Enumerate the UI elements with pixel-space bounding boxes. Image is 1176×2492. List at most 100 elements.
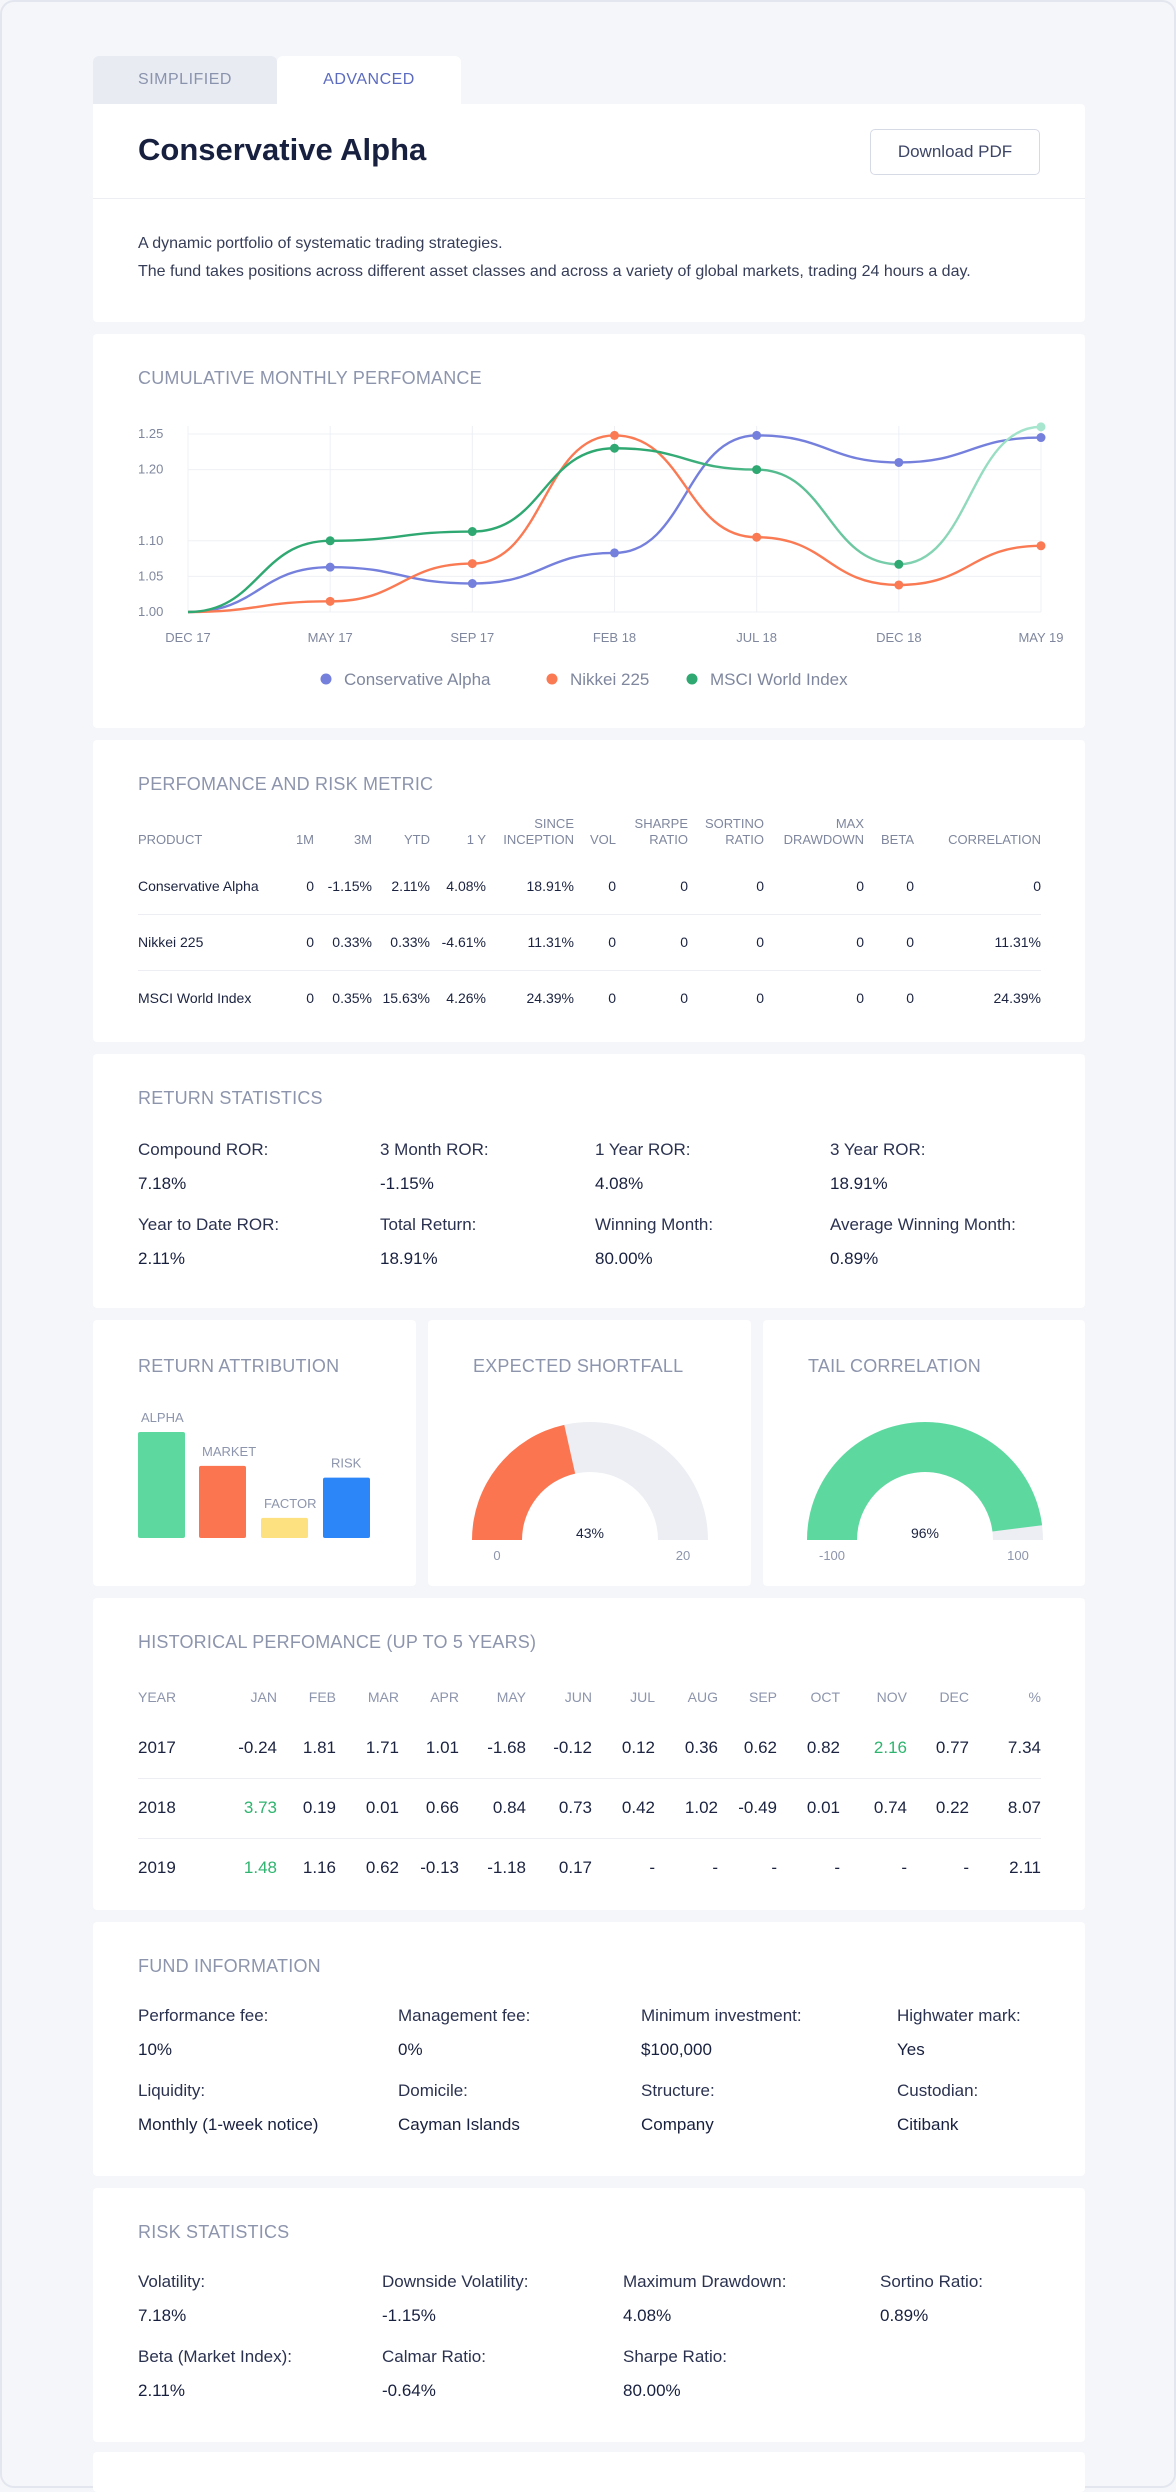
description-line: The fund takes positions across differen… <box>138 263 971 280</box>
expected-shortfall-card: EXPECTED SHORTFALL 43% 0 20 <box>428 1320 751 1586</box>
legend-label: MSCI World Index <box>710 670 848 689</box>
column-header: SEP <box>748 1689 777 1705</box>
info-value: Citibank <box>897 2115 959 2134</box>
table-cell: - <box>963 1858 969 1878</box>
column-header[interactable]: 1M <box>295 832 314 847</box>
table-cell: 0 <box>864 858 914 915</box>
table-cell: -0.24 <box>198 1718 277 1779</box>
table-cell: 1.48 <box>243 1858 277 1878</box>
history-header-row: YEAR JAN FEB MAR APR MAY JUN JUL AUG SEP OCT NOV DEC… <box>138 1676 1041 1718</box>
column-header[interactable]: MAX DRAWDOWN <box>783 816 864 847</box>
stat-value: 18.91% <box>830 1174 888 1193</box>
table-cell: 0 <box>306 990 314 1007</box>
download-pdf-button[interactable]: Download PDF <box>870 129 1040 175</box>
table-cell: -0.49 <box>718 1778 777 1839</box>
bar-label: MARKET <box>202 1444 256 1459</box>
performance-table: PRODUCT 1M 3M YTD 1 Y SINCE INCEPTION VOL SHARPE… <box>138 810 1041 1026</box>
data-point <box>325 596 335 606</box>
column-header[interactable]: YTD <box>404 832 430 847</box>
table-cell: 0.74 <box>840 1778 907 1839</box>
history-body: 2017 -0.24 1.81 1.71 1.01 -1.68 -0.12 0.12 0.36 0… <box>138 1718 1041 1898</box>
column-header[interactable]: 3M <box>353 832 372 847</box>
stat-label: Compound ROR: <box>138 1140 269 1159</box>
table-row[interactable]: Nikkei 225 0 0.33% 0.33% -4.61% 11.31% 0 0 0 0 0 11… <box>138 914 1041 971</box>
data-point <box>894 580 904 590</box>
table-cell: 0.19 <box>277 1778 336 1839</box>
table-cell: 0 <box>616 914 688 971</box>
table-cell: 0.33% <box>314 914 372 971</box>
table-cell: 1.16 <box>302 1858 336 1878</box>
table-row[interactable]: MSCI World Index 0 0.35% 15.63% 4.26% 24.39% 0… <box>138 970 1041 1026</box>
table-cell: 0.33% <box>372 914 430 971</box>
table-cell: 0 <box>764 858 864 915</box>
risk-label: Maximum Drawdown: <box>623 2272 787 2291</box>
column-header[interactable]: VOL <box>589 832 616 847</box>
chart-title: CUMULATIVE MONTHLY PERFOMANCE <box>138 368 482 388</box>
table-cell: 0.77 <box>907 1718 969 1779</box>
cumulative-performance-card: CUMULATIVE MONTHLY PERFOMANCE 1.00 1.05 1.… <box>93 334 1085 728</box>
x-tick-label: JUL 18 <box>736 630 777 645</box>
tab-advanced[interactable]: ADVANCED <box>277 56 461 104</box>
column-header[interactable]: PRODUCT <box>138 832 203 847</box>
header-divider <box>93 198 1085 199</box>
info-management-fee: Management fee: 0% <box>398 2006 530 2060</box>
column-header: YEAR <box>138 1689 177 1705</box>
column-header[interactable]: BETA <box>881 832 914 847</box>
column-header: AUG <box>687 1689 718 1705</box>
column-header[interactable]: 1 Y <box>466 832 486 847</box>
y-tick-label: 1.20 <box>138 462 163 477</box>
table-cell: 0 <box>764 914 864 971</box>
return-statistics-card: RETURN STATISTICS Compound ROR: 7.18% 3 … <box>93 1054 1085 1308</box>
stat-value: 80.00% <box>595 1249 653 1268</box>
table-cell: 0 <box>680 990 688 1007</box>
next-card-partial <box>93 2452 1085 2492</box>
stat-avg-winning-month: Average Winning Month: 0.89% <box>830 1215 1016 1269</box>
bar-label: FACTOR <box>264 1496 317 1511</box>
history-table: YEAR JAN FEB MAR APR MAY JUN JUL AUG SEP OCT NOV DEC… <box>138 1676 1041 1898</box>
column-header: MAY <box>496 1689 526 1705</box>
column-header[interactable]: SINCE INCEPTION <box>503 816 574 847</box>
table-cell: 2019 <box>138 1858 176 1878</box>
risk-label: Sharpe Ratio: <box>623 2347 727 2366</box>
data-point <box>610 443 619 453</box>
data-point <box>752 430 762 440</box>
risk-label: Downside Volatility: <box>382 2272 529 2291</box>
table-cell: -1.68 <box>459 1718 526 1779</box>
table-cell: 0 <box>914 858 1041 915</box>
gauge-max: 20 <box>676 1548 690 1563</box>
table-row: 2017 -0.24 1.81 1.71 1.01 -1.68 -0.12 0.12 0.36 0… <box>138 1718 1041 1779</box>
info-value: Monthly (1-week notice) <box>138 2115 319 2134</box>
column-header[interactable]: CORRELATION <box>948 832 1041 847</box>
stat-label: 1 Year ROR: <box>595 1140 691 1159</box>
info-label: Minimum investment: <box>641 2006 802 2025</box>
info-label: Management fee: <box>398 2006 531 2025</box>
gauge-min: -100 <box>819 1548 845 1563</box>
stat-label: Year to Date ROR: <box>138 1215 280 1234</box>
column-header[interactable]: SORTINO RATIO <box>705 816 764 847</box>
table-row[interactable]: Conservative Alpha 0 -1.15% 2.11% 4.08% 18.91… <box>138 858 1041 915</box>
table-cell: 0 <box>856 990 864 1007</box>
table-cell: 2017 <box>138 1718 198 1779</box>
table-cell: 0.01 <box>336 1778 399 1839</box>
risk-label: Beta (Market Index): <box>138 2347 293 2366</box>
table-cell: 0 <box>906 990 914 1007</box>
stat-1year-ror: 1 Year ROR: 4.08% <box>595 1140 690 1194</box>
history-title: HISTORICAL PERFOMANCE (UP TO 5 YEARS) <box>138 1632 537 1652</box>
table-cell: -0.13 <box>420 1858 459 1878</box>
column-header[interactable]: SHARPE RATIO <box>634 816 688 847</box>
stat-label: Winning Month: <box>595 1215 714 1234</box>
info-label: Performance fee: <box>138 2006 269 2025</box>
gauge-min: 0 <box>493 1548 500 1563</box>
table-cell: 0 <box>574 858 616 915</box>
info-label: Liquidity: <box>138 2081 206 2100</box>
data-point <box>325 562 335 572</box>
table-cell: 0 <box>688 914 764 971</box>
shortfall-title: EXPECTED SHORTFALL <box>473 1356 684 1376</box>
info-value: Company <box>641 2115 714 2134</box>
column-header: MAR <box>367 1689 399 1705</box>
x-tick-label: SEP 17 <box>450 630 494 645</box>
info-liquidity: Liquidity: Monthly (1-week notice) <box>138 2081 318 2135</box>
info-domicile: Domicile: Cayman Islands <box>398 2081 520 2135</box>
tab-simplified[interactable]: SIMPLIFIED <box>93 56 277 104</box>
risk-label: Calmar Ratio: <box>382 2347 486 2366</box>
